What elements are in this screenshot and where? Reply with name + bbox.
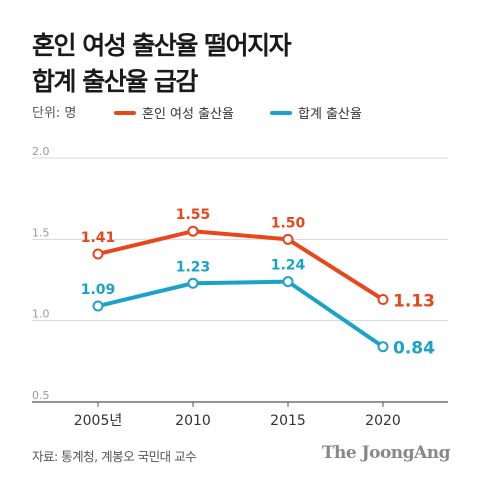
x-tick-label: 2020: [365, 413, 401, 429]
data-label: 1.55: [176, 207, 211, 223]
source-note: 자료: 통계청, 계봉오 국민대 교수: [32, 449, 197, 464]
line-chart: 단위: 명 혼인 여성 출산율 합계 출산율 0.5 1.0 1.5 2.0 2005…: [32, 106, 448, 429]
data-point: [92, 248, 104, 260]
chart-title: 혼인 여성 출산율 떨어지자 합계 출산율 급감: [32, 28, 292, 100]
y-tick-label: 2.0: [32, 145, 50, 158]
x-tick-label: 2005년: [74, 413, 123, 429]
data-point: [377, 294, 389, 306]
series-line-1: [96, 279, 385, 349]
data-point: [377, 341, 389, 353]
series-line-0: [96, 229, 385, 302]
legend: 혼인 여성 출산율 합계 출산율: [114, 107, 362, 122]
x-tick-label: 2015: [270, 413, 306, 429]
grid: [32, 157, 448, 403]
data-point: [282, 276, 294, 288]
data-point: [187, 277, 199, 289]
y-tick-label: 1.0: [32, 308, 50, 321]
data-label: 1.50: [271, 215, 306, 231]
y-tick-label: 1.5: [32, 226, 50, 239]
x-tick-label: 2010: [175, 413, 211, 429]
data-label: 0.84: [393, 339, 435, 359]
data-label: 1.41: [81, 230, 116, 246]
unit-label: 단위: 명: [32, 106, 76, 121]
data-point: [187, 225, 199, 237]
brand-logo: The JoongAng: [321, 443, 451, 463]
data-point: [92, 300, 104, 312]
data-label: 1.24: [271, 258, 306, 274]
legend-label-married: 혼인 여성 출산율: [142, 107, 234, 122]
series-lines: 1.41 1.55 1.50 1.13 1.09 1.23 1.24 0.84: [81, 207, 435, 358]
x-axis-ticks: 2005년 2010 2015 2020: [74, 402, 401, 429]
y-tick-label: 0.5: [32, 389, 50, 402]
legend-label-total: 합계 출산율: [298, 107, 362, 122]
data-label: 1.23: [176, 259, 211, 275]
data-point: [282, 233, 294, 245]
title-line-2: 합계 출산율 급감: [32, 67, 198, 96]
data-label: 1.09: [81, 282, 116, 298]
data-label: 1.13: [393, 292, 435, 312]
y-axis-ticks: 0.5 1.0 1.5 2.0: [32, 145, 50, 402]
title-line-1: 혼인 여성 출산율 떨어지자: [32, 31, 292, 60]
